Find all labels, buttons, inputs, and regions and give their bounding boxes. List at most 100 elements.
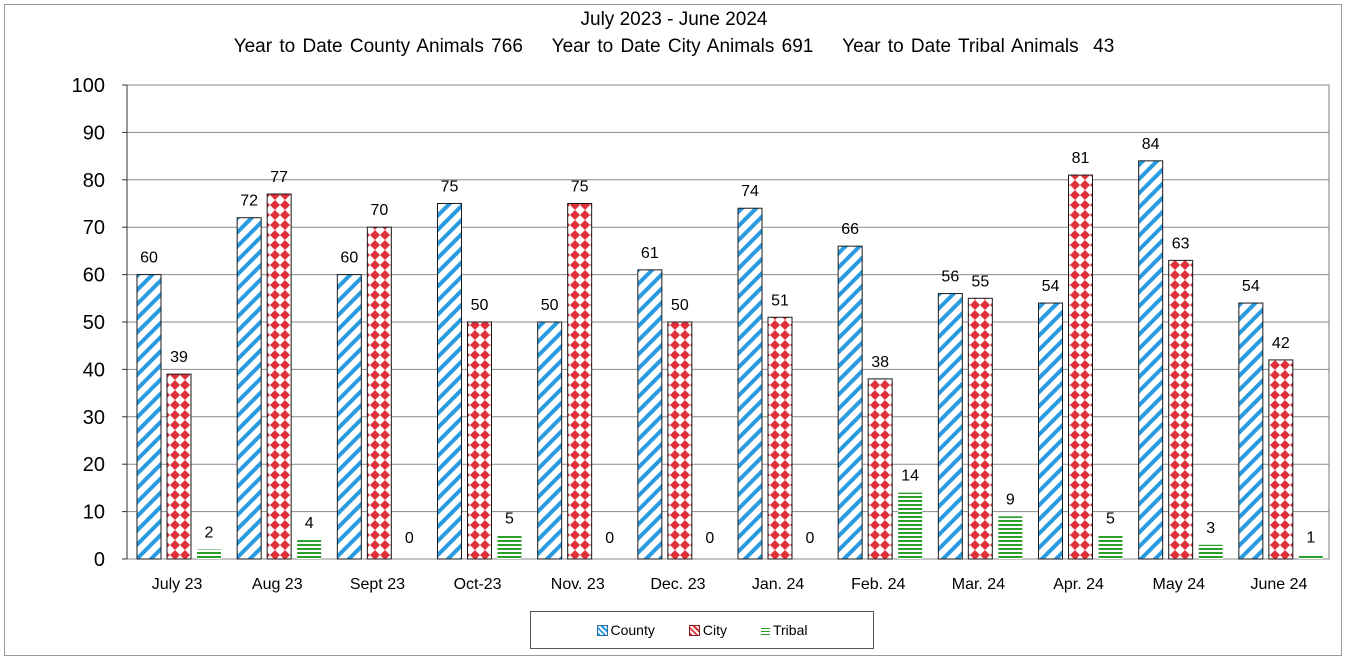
data-label-city: 38 [871,354,889,371]
legend-swatch-city [688,624,700,636]
bar-city [767,316,793,560]
bar-county [1038,302,1063,560]
bar-tribal [497,535,522,559]
bars [136,160,1323,560]
data-label-tribal: 0 [705,530,714,547]
data-label-tribal: 2 [205,525,214,542]
x-tick-label: Mar. 24 [952,576,1005,593]
bar-county [437,203,462,560]
legend-label-county: County [610,622,655,638]
data-label-county: 50 [541,297,559,314]
data-label-city: 51 [771,292,789,309]
data-label-tribal: 9 [1006,491,1015,508]
data-label-county: 60 [340,250,358,267]
x-tick-label: Aug 23 [252,576,303,593]
data-label-city: 50 [671,297,689,314]
data-label-county: 72 [240,193,258,210]
bar-city [1168,259,1194,560]
bar-city [467,321,492,560]
x-axis: July 23 Aug 23 Sept 23 Oct-23 Nov. 23 Dec. 23… [152,576,1308,593]
bar-city [166,373,192,560]
legend-swatch-county [596,624,608,636]
chart-title: July 2023 - June 2024 [580,9,768,30]
x-tick-label: Feb. 24 [851,576,905,593]
legend-item-tribal: Tribal [760,622,807,638]
data-label-county: 61 [641,245,659,262]
legend-swatch-tribal [760,625,770,635]
bar-county [637,269,663,560]
y-tick-label: 20 [83,454,105,476]
x-tick-label: Apr. 24 [1053,576,1104,593]
bar-tribal [898,492,923,559]
bar-tribal [1198,544,1223,559]
data-label-county: 54 [1242,278,1260,295]
x-tick-label: Oct-23 [454,576,502,593]
bar-county [737,207,763,560]
bar-city [567,203,593,560]
bar-county [537,321,563,560]
x-tick-label: Dec. 23 [650,576,705,593]
data-label-city: 70 [370,202,388,219]
data-label-county: 66 [841,221,859,238]
data-label-tribal: 5 [1106,510,1115,527]
data-label-county: 74 [741,183,759,200]
data-label-county: 56 [941,269,959,286]
bar-city [967,297,993,560]
y-tick-label: 100 [72,75,105,97]
data-label-tribal: 14 [901,468,919,485]
data-label-city: 81 [1072,150,1090,167]
y-tick-label: 80 [83,170,105,192]
bar-city [266,193,292,560]
data-label-city: 77 [270,169,288,186]
bar-county [1238,302,1264,560]
x-tick-label: Nov. 23 [551,576,605,593]
bar-tribal [1298,554,1323,559]
bar-county [1138,160,1164,560]
bar-tribal [297,540,322,559]
y-axis: 0 10 20 30 40 50 60 70 80 90 100 [72,75,128,571]
y-tick-label: 90 [83,122,105,144]
gridlines [126,84,1330,560]
bar-city [366,226,392,560]
data-label-county: 54 [1042,278,1060,295]
data-label-city: 42 [1272,335,1290,352]
bar-county [236,217,262,560]
y-tick-label: 40 [83,359,105,381]
x-tick-label: Sept 23 [350,576,405,593]
data-labels: 6039272774607007550550750615007451066381… [140,136,1315,547]
y-tick-label: 60 [83,265,105,287]
bar-city [867,378,893,560]
data-label-tribal: 0 [806,530,815,547]
bar-county [136,274,162,560]
y-tick-label: 50 [83,312,105,334]
data-label-county: 75 [441,179,459,196]
bar-tribal [197,549,221,559]
bar-county [937,293,963,560]
data-label-tribal: 5 [505,510,514,527]
legend: County City Tribal [530,611,874,649]
chart-subtitle: Year to Date County Animals 766 Year to … [233,36,1115,57]
bar-tribal [998,516,1023,559]
x-tick-label: Jan. 24 [752,576,805,593]
data-label-tribal: 0 [405,530,414,547]
data-label-county: 84 [1142,136,1160,153]
y-tick-label: 10 [83,502,105,524]
x-tick-label: July 23 [152,576,203,593]
bar-city [1068,174,1093,560]
data-label-county: 60 [140,250,158,267]
data-label-tribal: 1 [1306,529,1315,546]
data-label-city: 50 [471,297,489,314]
bar-city [667,321,693,560]
bar-county [336,274,362,560]
legend-item-county: County [596,622,655,638]
x-tick-label: May 24 [1153,576,1206,593]
data-label-city: 75 [571,179,589,196]
bar-county [837,245,863,560]
legend-label-city: City [702,622,727,638]
data-label-city: 63 [1172,235,1190,252]
bar-tribal [1098,535,1123,559]
y-tick-label: 70 [83,217,105,239]
x-tick-label: June 24 [1250,576,1307,593]
data-label-city: 39 [170,349,188,366]
data-label-tribal: 3 [1206,520,1215,537]
